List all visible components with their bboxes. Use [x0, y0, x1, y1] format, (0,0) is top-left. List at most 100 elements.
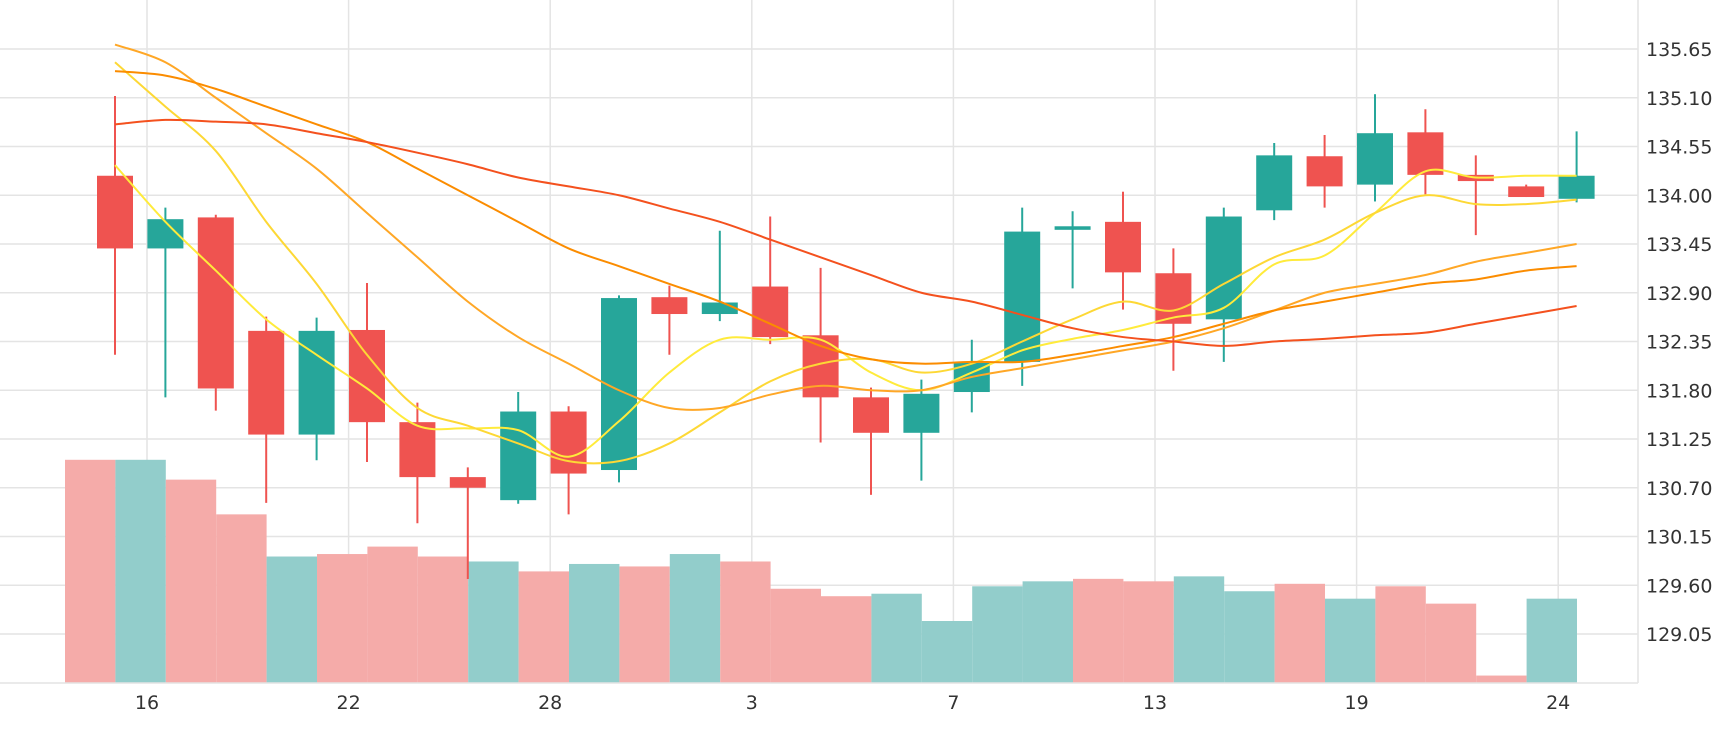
volume-bar: [266, 556, 317, 683]
x-tick-label: 22: [337, 692, 361, 714]
candle: [1054, 211, 1091, 289]
volume-bar: [1022, 581, 1073, 683]
candle: [701, 230, 738, 322]
candle-body: [1357, 133, 1393, 185]
candle-body: [1205, 216, 1242, 320]
candle-body: [903, 393, 940, 433]
candle-body: [349, 329, 385, 423]
volume-bar: [720, 561, 771, 683]
x-tick-label: 13: [1143, 692, 1167, 714]
x-tick-label: 28: [538, 692, 562, 714]
candle-body: [1256, 155, 1293, 211]
y-tick-label: 135.65: [1646, 39, 1712, 61]
volume-bar: [1123, 581, 1174, 683]
candle-body: [1558, 175, 1595, 199]
candle-body: [1306, 156, 1343, 187]
volume-bar: [1274, 583, 1325, 683]
volume-bar: [65, 459, 116, 683]
candle-body: [197, 217, 234, 389]
candle-layer: [97, 94, 1595, 580]
candle: [1256, 142, 1293, 221]
moving-average-line: [114, 70, 1577, 365]
volume-bar: [1526, 598, 1577, 683]
candle: [1508, 184, 1545, 198]
volume-bar: [317, 554, 368, 683]
volume-bar: [619, 566, 670, 683]
y-tick-label: 132.35: [1646, 332, 1712, 354]
volume-bar: [1173, 576, 1225, 683]
y-tick-label: 133.45: [1646, 234, 1712, 256]
candle: [500, 392, 537, 504]
x-tick-label: 7: [947, 692, 959, 714]
volume-bar: [1375, 586, 1426, 683]
y-tick-label: 129.60: [1646, 575, 1712, 597]
candle: [449, 467, 486, 580]
candle: [1558, 131, 1595, 203]
volume-bar: [115, 459, 166, 683]
candle-body: [853, 397, 889, 433]
y-axis: 135.65 135.10 134.55 134.00 133.45 132.90 132.…: [1637, 0, 1712, 683]
candle: [197, 214, 234, 411]
moving-average-layer: [114, 43, 1577, 465]
volume-bar: [468, 561, 519, 683]
volume-bar: [518, 571, 569, 683]
y-tick-label: 132.90: [1646, 283, 1712, 305]
candle: [853, 387, 889, 495]
volume-bar: [569, 563, 620, 683]
candle: [1004, 207, 1041, 386]
candle-body: [1054, 226, 1091, 230]
candle: [1407, 109, 1444, 195]
volume-bar: [1073, 578, 1124, 683]
moving-average-line: [114, 43, 1577, 411]
volume-bar: [216, 514, 267, 683]
y-tick-label: 129.05: [1646, 624, 1712, 646]
volume-bar: [770, 588, 821, 683]
candle: [298, 317, 335, 461]
y-tick-label: 134.55: [1646, 137, 1712, 159]
candle: [651, 285, 688, 355]
y-tick-label: 130.70: [1646, 478, 1712, 500]
candle-body: [1407, 132, 1444, 175]
candle: [97, 95, 133, 355]
moving-average-line: [114, 61, 1577, 465]
volume-bar: [417, 556, 469, 683]
candle-body: [651, 297, 688, 315]
candle: [147, 207, 184, 398]
candle: [1105, 191, 1141, 310]
candle-body: [1004, 231, 1041, 362]
volume-bar: [972, 586, 1023, 683]
candle-body: [97, 175, 133, 249]
candle-body: [298, 330, 335, 435]
candle-body: [701, 302, 738, 315]
candle: [903, 379, 940, 481]
candle-body: [449, 477, 486, 488]
candle: [802, 267, 839, 443]
volume-bar: [1224, 591, 1275, 683]
candle-body: [248, 330, 285, 435]
x-tick-label: 24: [1546, 692, 1570, 714]
y-tick-label: 134.00: [1646, 185, 1712, 207]
candle-body: [550, 411, 587, 474]
volume-bar: [921, 621, 973, 683]
candle-body: [500, 411, 537, 501]
volume-bar: [1425, 603, 1477, 683]
candle: [399, 402, 436, 524]
candle-body: [1508, 186, 1545, 198]
moving-average-line: [114, 118, 1577, 347]
y-tick-label: 131.25: [1646, 429, 1712, 451]
volume-bar: [669, 554, 721, 683]
volume-bar: [1325, 598, 1376, 683]
volume-bar: [1476, 675, 1527, 683]
x-tick-label: 16: [135, 692, 159, 714]
x-tick-label: 3: [746, 692, 758, 714]
volume-layer: [65, 459, 1577, 683]
candle: [248, 316, 285, 503]
candle: [601, 295, 637, 483]
candle: [1357, 94, 1393, 202]
moving-average-line: [114, 164, 1577, 458]
volume-bar: [165, 479, 217, 683]
candle-body: [399, 422, 436, 478]
candle: [349, 283, 385, 463]
volume-bar: [871, 593, 922, 683]
